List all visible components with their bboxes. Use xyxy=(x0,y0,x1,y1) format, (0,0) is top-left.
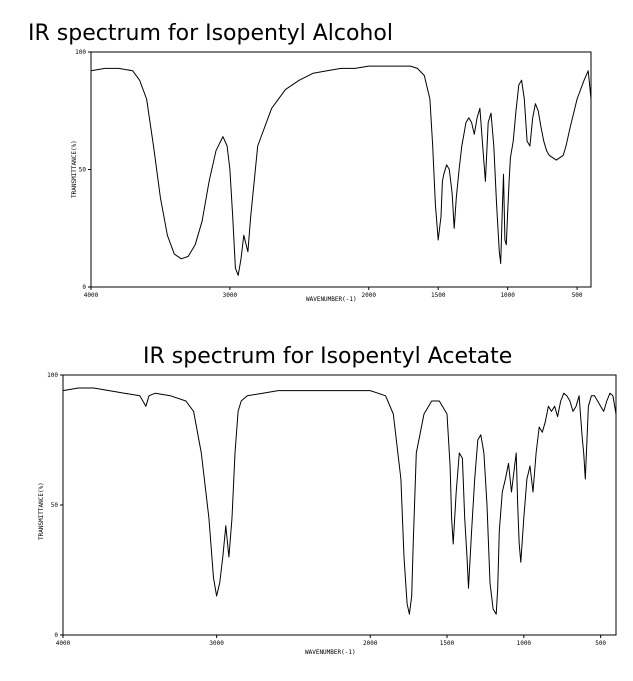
chart-isopentyl-acetate: IR spectrum for Isopentyl Acetate TRANSM… xyxy=(38,344,617,656)
spectrum-trace xyxy=(90,65,592,276)
y-tick-label: 0 xyxy=(82,284,86,291)
x-tick-label: 1000 xyxy=(500,292,515,299)
x-tick-label: 1000 xyxy=(517,640,532,647)
plot-frame xyxy=(62,374,617,636)
x-tick-label: 500 xyxy=(595,640,606,647)
y-axis-label: TRANSMITTANCE(%) xyxy=(38,482,45,540)
x-tick-label: 1500 xyxy=(431,292,446,299)
x-tick-label: 1500 xyxy=(440,640,455,647)
chart-title: IR spectrum for Isopentyl Alcohol xyxy=(28,21,393,46)
y-tick-label: 100 xyxy=(47,372,58,379)
x-axis-label: WAVENUMBER(-1) xyxy=(306,296,357,303)
x-tick-label: 4000 xyxy=(56,640,71,647)
y-tick-label: 100 xyxy=(75,49,86,56)
y-tick-label: 0 xyxy=(54,632,58,639)
x-tick-label: 2000 xyxy=(362,292,377,299)
chart-title: IR spectrum for Isopentyl Acetate xyxy=(143,344,512,369)
y-axis-ticks: 0 50 100 xyxy=(47,372,63,639)
y-axis-label: TRANSMITTANCE(%) xyxy=(71,140,78,198)
x-tick-label: 500 xyxy=(572,292,583,299)
y-tick-label: 50 xyxy=(51,502,59,509)
plot-frame xyxy=(90,51,592,288)
x-axis-ticks: 4000 3000 2000 1500 1000 500 xyxy=(84,287,583,299)
x-tick-label: 4000 xyxy=(84,292,99,299)
x-axis-label: WAVENUMBER(-1) xyxy=(305,649,356,656)
y-axis-ticks: 0 50 100 xyxy=(75,49,91,291)
y-tick-label: 50 xyxy=(79,167,87,174)
x-tick-label: 3000 xyxy=(223,292,238,299)
x-tick-label: 3000 xyxy=(209,640,224,647)
chart-isopentyl-alcohol: IR spectrum for Isopentyl Alcohol TRANSM… xyxy=(28,21,592,303)
spectrum-trace xyxy=(62,387,617,615)
x-axis-ticks: 4000 3000 2000 1500 1000 500 xyxy=(56,635,606,647)
x-tick-label: 2000 xyxy=(363,640,378,647)
